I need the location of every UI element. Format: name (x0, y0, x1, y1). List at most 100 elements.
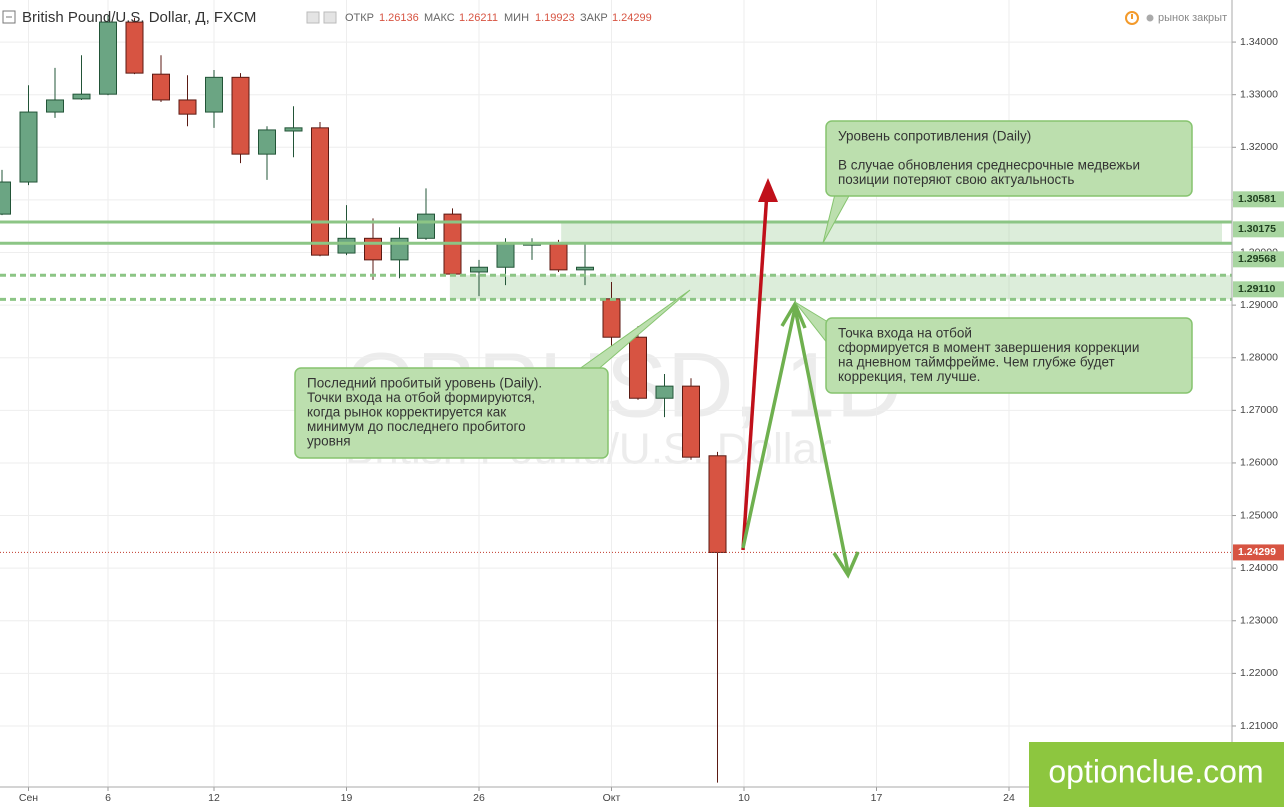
ohlc-label: ОТКР (345, 12, 374, 24)
levels-layer (0, 220, 1232, 553)
callout (294, 367, 609, 459)
icon (323, 11, 337, 24)
level-label: 1.29110 (1238, 283, 1276, 295)
level-label-bg (1233, 191, 1284, 208)
ohlc-value: 1.26211 (459, 12, 498, 24)
x-tick-label: 6 (105, 792, 111, 804)
callout-text: Точка входа на отбой (838, 326, 972, 341)
x-tick-label: Сен (19, 792, 38, 804)
callout-text: минимум до последнего пробитого (307, 419, 526, 434)
level-label: 1.30581 (1238, 193, 1276, 205)
arrows (741, 178, 860, 579)
candle-body (390, 237, 409, 261)
ohlc-label: МАКС (424, 12, 455, 24)
candle-body (629, 336, 647, 399)
warning-icon (1125, 11, 1139, 25)
callout-text: на дневном таймфрейме. Чем глубже будет (838, 355, 1115, 370)
collapse-icon (2, 10, 16, 24)
candle-body (152, 73, 170, 101)
candles-layer (0, 15, 727, 783)
callout-text: когда рынок корректируется как (307, 405, 506, 420)
x-tick-label: Окт (603, 792, 621, 804)
callout (825, 317, 1193, 394)
x-tick-label: 24 (1003, 792, 1015, 804)
red-arrow (741, 191, 769, 551)
candle-body (364, 237, 382, 261)
callout-text: позиции потеряют свою актуальность (838, 172, 1074, 187)
candle-body (19, 111, 38, 183)
level-label: 1.30175 (1238, 223, 1276, 235)
candle-body (708, 455, 727, 553)
level-label: 1.29568 (1238, 253, 1276, 265)
ohlc-value: 1.19923 (535, 12, 575, 24)
ohlc-value: 1.24299 (612, 12, 652, 24)
candle-body (470, 266, 488, 273)
header: British Pound/U.S. Dollar, Д, FXCM ОТКР … (2, 9, 1227, 26)
green-arrow-head (832, 551, 860, 579)
candle-body (99, 21, 117, 95)
candle-body (602, 298, 621, 338)
x-tick-label: 12 (208, 792, 220, 804)
candle-body (496, 242, 515, 268)
status-dot (1146, 14, 1154, 22)
y-tick-label: 1.23000 (1240, 615, 1278, 627)
red-arrow-head (758, 178, 778, 202)
callout-text: коррекция, тем лучше. (838, 369, 980, 384)
price-label-bg (1233, 544, 1284, 561)
y-tick-label: 1.28000 (1240, 352, 1278, 364)
chart-title: British Pound/U.S. Dollar, Д, FXCM (22, 9, 256, 26)
green-arrow-head (780, 300, 807, 329)
y-tick-label: 1.22000 (1240, 667, 1278, 679)
logo-text: optionclue.com (1048, 753, 1263, 789)
ohlc-label: МИН (504, 12, 529, 24)
level-label-bg (1233, 221, 1284, 238)
x-tick-label: 10 (738, 792, 750, 804)
y-tick-label: 1.29000 (1240, 299, 1278, 311)
candle-body (337, 237, 356, 254)
price-label: 1.24299 (1238, 546, 1276, 558)
candle-body (311, 127, 329, 256)
callout-text: В случае обновления среднесрочные медвеж… (838, 158, 1140, 173)
y-tick-label: 1.21000 (1240, 720, 1278, 732)
y-tick-label: 1.33000 (1240, 88, 1278, 100)
callout-text: сформируется в момент завершения коррекц… (838, 340, 1139, 355)
candle-body (178, 99, 197, 115)
candle-body (231, 76, 250, 155)
icon (306, 11, 320, 24)
candle-body (284, 127, 303, 132)
candle-body (682, 385, 700, 458)
candle-body (417, 213, 435, 239)
candle-body (258, 129, 276, 155)
level-label-bg (1233, 251, 1284, 268)
logo: optionclue.com (1029, 742, 1284, 807)
y-tick-label: 1.24000 (1240, 562, 1278, 574)
callout-text: уровня (307, 434, 351, 449)
callout-text: Уровень сопротивления (Daily) (838, 129, 1031, 144)
zone (561, 221, 1222, 244)
x-tick-label: 26 (473, 792, 485, 804)
y-tick-label: 1.27000 (1240, 404, 1278, 416)
annotations-layer: Уровень сопротивления (Daily) В случае об… (294, 120, 1193, 459)
callout-text: Последний пробитый уровень (Daily). (307, 376, 542, 391)
ohlc-label: ЗАКР (580, 12, 608, 24)
candle-body (0, 181, 11, 215)
y-tick-label: 1.32000 (1240, 141, 1278, 153)
market-status: рынок закрыт (1158, 12, 1227, 24)
zones-layer (449, 221, 1233, 300)
candle-body (125, 21, 144, 74)
level-label-bg (1233, 281, 1284, 298)
zone (449, 275, 1233, 300)
candle-body (72, 93, 91, 100)
y-tick-label: 1.26000 (1240, 457, 1278, 469)
x-tick-label: 19 (341, 792, 353, 804)
callout-text: Точки входа на отбой формируются, (307, 390, 535, 405)
y-tick-label: 1.34000 (1240, 36, 1278, 48)
candle-body (46, 99, 64, 113)
y-tick-label: 1.25000 (1240, 509, 1278, 521)
candle-body (655, 385, 674, 399)
logo-background (1029, 742, 1284, 807)
callout (825, 120, 1193, 197)
x-tick-label: 17 (871, 792, 883, 804)
